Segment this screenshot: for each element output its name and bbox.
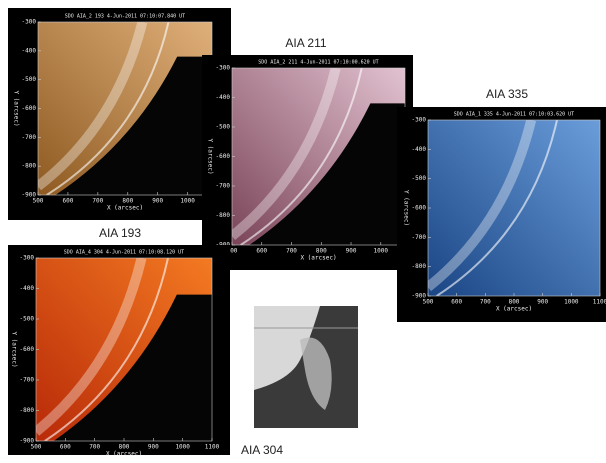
- figure: SDO AIA_2 193 4-Jun-2011 07:10:07.840 UT…: [0, 0, 606, 463]
- y-tick-label: -300: [216, 65, 231, 72]
- x-tick-label: 900: [537, 299, 548, 306]
- y-axis-label: Y (arcsec): [13, 90, 20, 126]
- x-tick-label: 500: [423, 299, 434, 306]
- y-tick-label: -600: [216, 153, 231, 160]
- x-tick-label: 900: [152, 198, 163, 205]
- caption: AIA 335: [486, 87, 528, 101]
- y-tick-label: -600: [20, 346, 35, 353]
- panel: SDO AIA_4 304 4-Jun-2011 07:10:08.120 UT…: [8, 245, 230, 458]
- x-tick-label: 500: [31, 444, 42, 451]
- y-tick-label: -300: [20, 255, 35, 262]
- x-tick-label: 700: [286, 248, 297, 255]
- image-header: SDO AIA_2 193 4-Jun-2011 07:10:07.840 UT: [65, 14, 185, 20]
- x-tick-label: 600: [256, 248, 267, 255]
- x-tick-label: 800: [509, 299, 520, 306]
- x-tick-label: 1100: [593, 299, 606, 306]
- y-tick-label: -800: [412, 263, 427, 270]
- x-tick-label: 1000: [374, 248, 389, 255]
- caption: AIA 304: [241, 443, 283, 457]
- solar-image: [36, 258, 212, 441]
- x-tick-label: 600: [451, 299, 462, 306]
- solar-image: [38, 22, 212, 195]
- image-header: SDO AIA_2 211 4-Jun-2011 07:10:00.620 UT: [258, 60, 378, 66]
- x-tick-label: 900: [148, 444, 159, 451]
- y-tick-label: -500: [20, 316, 35, 323]
- x-tick-label: 800: [316, 248, 327, 255]
- y-axis-label: Y (arcsec): [403, 190, 410, 226]
- y-tick-label: -600: [412, 205, 427, 212]
- y-tick-label: -400: [20, 285, 35, 292]
- x-axis-label: X (arcsec): [300, 255, 336, 262]
- x-tick-label: 700: [92, 198, 103, 205]
- solar-image: [428, 120, 600, 296]
- x-tick-label: 900: [346, 248, 357, 255]
- y-tick-label: -700: [20, 377, 35, 384]
- x-tick-label: 1000: [180, 198, 195, 205]
- caption: AIA 211: [285, 36, 326, 50]
- y-tick-label: -300: [412, 117, 427, 124]
- panel: SDO AIA_1 335 4-Jun-2011 07:10:03.620 UT…: [397, 107, 606, 322]
- image-header: SDO AIA_4 304 4-Jun-2011 07:10:08.120 UT: [64, 250, 184, 256]
- caption: AIA 193: [99, 226, 141, 240]
- y-tick-label: -400: [216, 94, 231, 101]
- y-tick-label: -300: [22, 19, 37, 26]
- y-tick-label: -500: [412, 175, 427, 182]
- inset-image: [254, 306, 358, 428]
- x-tick-label: 500: [33, 198, 44, 205]
- panel: SDO AIA_2 193 4-Jun-2011 07:10:07.840 UT…: [8, 8, 231, 220]
- y-tick-label: -700: [216, 183, 231, 190]
- x-tick-label: 600: [60, 444, 71, 451]
- x-tick-label: 1100: [205, 444, 220, 451]
- x-axis-label: X (arcsec): [106, 451, 142, 458]
- x-axis-label: X (arcsec): [107, 205, 143, 212]
- y-tick-label: -700: [22, 134, 37, 141]
- y-axis-label: Y (arcsec): [11, 331, 18, 367]
- y-tick-label: -800: [216, 212, 231, 219]
- x-tick-label: 700: [89, 444, 100, 451]
- y-tick-label: -600: [22, 105, 37, 112]
- y-tick-label: -400: [412, 146, 427, 153]
- image-header: SDO AIA_1 335 4-Jun-2011 07:10:03.620 UT: [454, 112, 574, 118]
- x-tick-label: 600: [63, 198, 74, 205]
- y-tick-label: -500: [22, 76, 37, 83]
- x-tick-label: 700: [480, 299, 491, 306]
- y-axis-label: Y (arcsec): [207, 138, 214, 174]
- panel: SDO AIA_2 211 4-Jun-2011 07:10:00.620 UT…: [202, 55, 413, 270]
- x-tick-label: 1000: [175, 444, 190, 451]
- y-tick-label: -800: [20, 407, 35, 414]
- y-tick-label: -800: [22, 163, 37, 170]
- x-tick-label: 800: [122, 198, 133, 205]
- solar-image: [232, 68, 405, 245]
- x-tick-label: 800: [119, 444, 130, 451]
- y-tick-label: -400: [22, 47, 37, 54]
- x-axis-label: X (arcsec): [496, 306, 532, 313]
- y-tick-label: -700: [412, 234, 427, 241]
- y-tick-label: -500: [216, 124, 231, 131]
- x-tick-label: 1000: [564, 299, 579, 306]
